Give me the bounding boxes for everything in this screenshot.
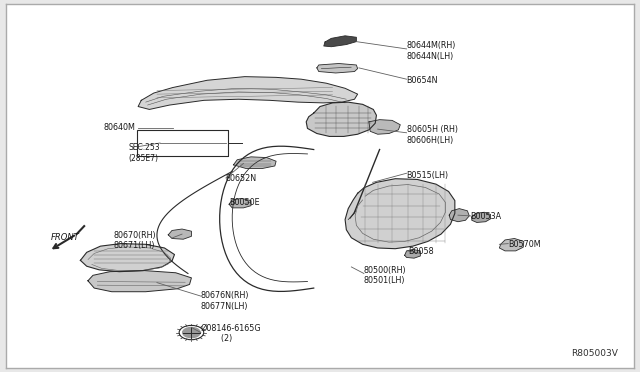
Text: B0053A: B0053A xyxy=(470,212,502,221)
Text: 80605H (RH)
80606H(LH): 80605H (RH) 80606H(LH) xyxy=(406,125,458,145)
Polygon shape xyxy=(345,179,455,249)
Text: B0515(LH): B0515(LH) xyxy=(406,171,449,180)
Polygon shape xyxy=(168,229,191,239)
Polygon shape xyxy=(234,157,276,169)
Text: 80500(RH)
80501(LH): 80500(RH) 80501(LH) xyxy=(364,266,406,285)
Polygon shape xyxy=(317,64,358,73)
Polygon shape xyxy=(369,120,400,134)
Polygon shape xyxy=(88,270,191,292)
Polygon shape xyxy=(472,212,491,222)
Polygon shape xyxy=(138,77,358,109)
Text: B0570M: B0570M xyxy=(508,240,541,249)
Polygon shape xyxy=(449,209,469,222)
Text: FRONT: FRONT xyxy=(51,233,79,242)
Bar xyxy=(137,130,228,156)
Text: B0050E: B0050E xyxy=(229,198,260,207)
Text: 80670(RH)
80671(LH): 80670(RH) 80671(LH) xyxy=(113,231,156,250)
Polygon shape xyxy=(229,198,251,208)
Polygon shape xyxy=(324,36,356,47)
Polygon shape xyxy=(306,102,376,137)
Polygon shape xyxy=(81,244,175,272)
Text: 80644M(RH)
80644N(LH): 80644M(RH) 80644N(LH) xyxy=(406,41,456,61)
Circle shape xyxy=(182,327,200,338)
Text: B0058: B0058 xyxy=(408,247,433,256)
Polygon shape xyxy=(404,250,420,258)
Polygon shape xyxy=(499,238,524,251)
Text: R805003V: R805003V xyxy=(571,349,618,358)
Text: 80640M: 80640M xyxy=(104,123,136,132)
Text: 80652N: 80652N xyxy=(226,174,257,183)
Text: SEC.253
(285E7): SEC.253 (285E7) xyxy=(129,144,161,163)
Text: 80676N(RH)
80677N(LH): 80676N(RH) 80677N(LH) xyxy=(201,291,250,311)
Text: B0654N: B0654N xyxy=(406,76,438,85)
Text: Ø08146-6165G
        (2): Ø08146-6165G (2) xyxy=(201,324,262,343)
